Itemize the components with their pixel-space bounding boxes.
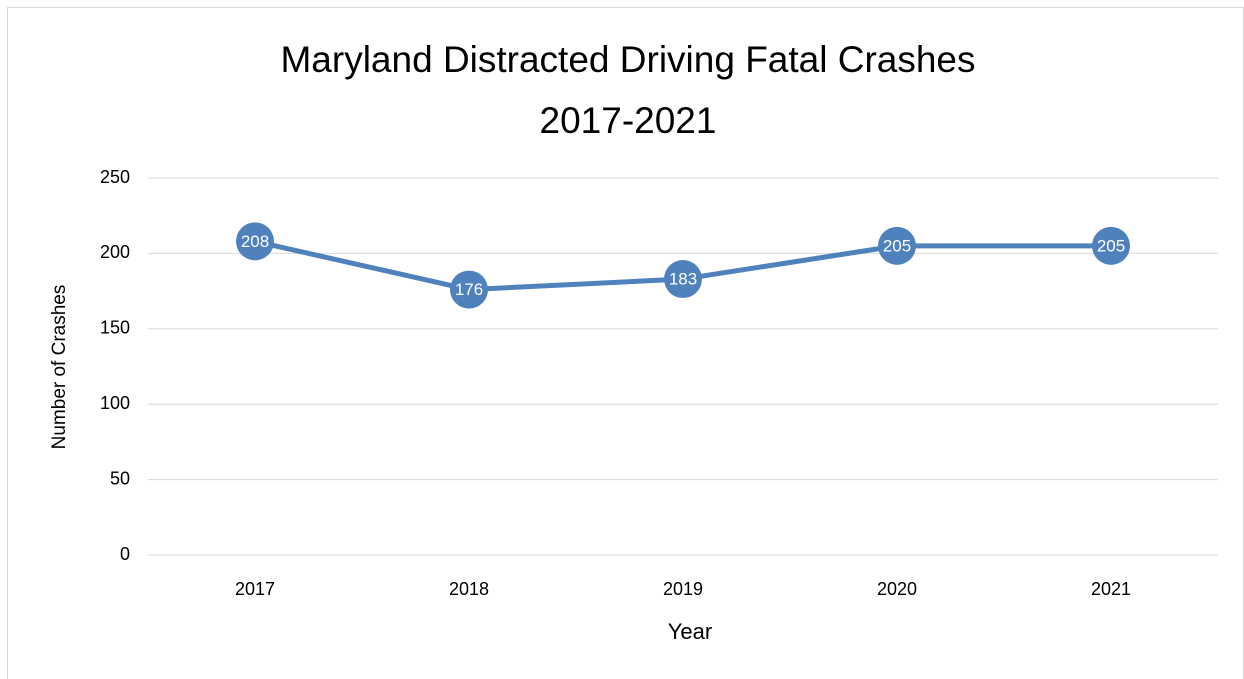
y-tick-label: 50 [110, 468, 130, 488]
data-point [878, 226, 916, 265]
x-tick-label: 2018 [449, 579, 489, 599]
x-tick-label: 2020 [877, 579, 917, 599]
x-tick-label: 2021 [1091, 579, 1131, 599]
data-label: 205 [883, 236, 911, 255]
y-axis-label: Number of Crashes [49, 285, 70, 450]
x-tick-label: 2017 [235, 579, 275, 599]
chart-title: Maryland Distracted Driving Fatal Crashe… [280, 39, 975, 80]
y-tick-label: 200 [100, 242, 130, 262]
data-point [1092, 226, 1130, 265]
y-tick-label: 0 [120, 544, 130, 564]
data-label: 183 [669, 270, 697, 289]
data-label: 205 [1097, 236, 1125, 255]
y-tick-label: 100 [100, 393, 130, 413]
chart-frame [7, 7, 1244, 679]
x-axis-label: Year [668, 619, 712, 644]
chart-title: 2017-2021 [540, 100, 717, 141]
x-tick-label: 2019 [663, 579, 703, 599]
y-tick-label: 150 [100, 318, 130, 338]
data-point [664, 260, 702, 299]
y-tick-label: 250 [100, 167, 130, 187]
data-point [236, 222, 274, 261]
data-label: 208 [241, 232, 269, 251]
data-label: 176 [455, 280, 483, 299]
data-point [450, 270, 488, 309]
